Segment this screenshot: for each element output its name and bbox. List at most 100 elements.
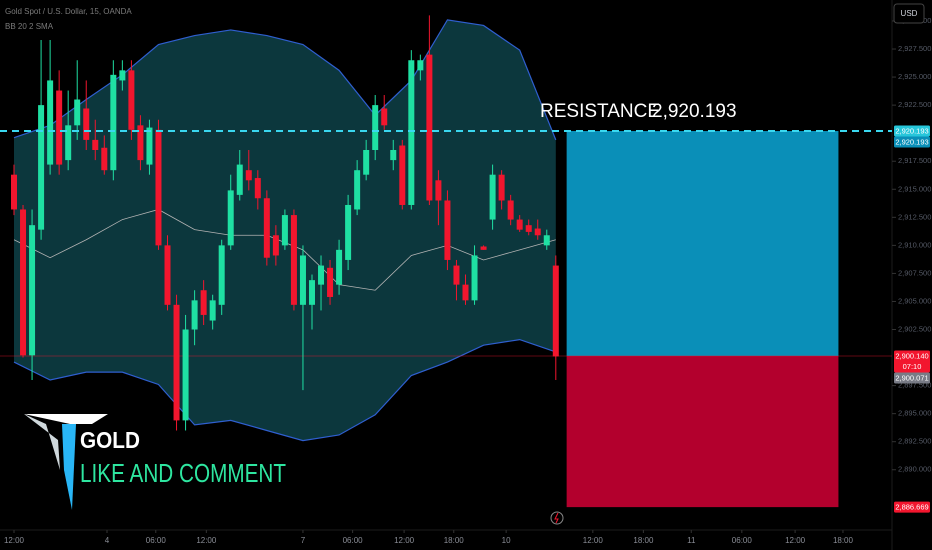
candle-body xyxy=(408,60,415,205)
candle-body xyxy=(399,145,406,205)
band-lower xyxy=(13,338,556,442)
y-tick-label: 2,925.000 xyxy=(898,72,931,81)
y-tick-label: 2,912.500 xyxy=(898,212,931,221)
candle-body xyxy=(281,215,288,246)
x-tick-label: 12:00 xyxy=(785,536,806,545)
candle-body xyxy=(363,150,370,175)
price-label: 2,886.669 xyxy=(895,502,928,511)
candle-body xyxy=(92,139,99,151)
candle-body xyxy=(507,200,514,220)
stop-zone xyxy=(566,355,839,508)
y-tick-label: 2,910.000 xyxy=(898,240,931,249)
x-tick-label: 18:00 xyxy=(444,536,465,545)
candle-body xyxy=(471,255,478,301)
candle-body xyxy=(327,267,334,297)
logo-bar xyxy=(24,414,108,424)
price-label: 2,900.071 xyxy=(895,373,928,382)
x-tick-label: 06:00 xyxy=(343,536,364,545)
candle-body xyxy=(534,228,541,236)
price-label-countdown: 07:10 xyxy=(903,362,922,371)
y-tick-label: 2,915.000 xyxy=(898,184,931,193)
candle-body xyxy=(480,246,487,250)
candle-body xyxy=(290,215,297,305)
candle-body xyxy=(218,245,225,305)
candle-body xyxy=(74,99,81,126)
candle-body xyxy=(444,200,451,260)
candle-body xyxy=(65,125,72,161)
candle-body xyxy=(128,70,135,130)
candle-body xyxy=(173,304,180,421)
price-label: 2,920.193 xyxy=(895,137,928,146)
band-upper xyxy=(13,19,557,141)
candle-body xyxy=(525,225,532,232)
x-tick-label: 4 xyxy=(105,536,110,545)
candle-body xyxy=(263,198,270,258)
y-tick-label: 2,895.000 xyxy=(898,409,931,418)
x-tick-label: 12:00 xyxy=(583,536,604,545)
icon-bolt[interactable] xyxy=(554,512,559,524)
candle-body xyxy=(498,174,505,201)
candle-body xyxy=(435,180,442,201)
plot: 2,930.0002,927.5002,925.0002,922.5002,91… xyxy=(0,15,931,545)
x-tick-label: 12:00 xyxy=(4,536,25,545)
candle-body xyxy=(236,164,243,195)
candle-body xyxy=(137,125,144,161)
candle-body xyxy=(38,105,45,230)
candle-body xyxy=(209,300,216,321)
y-tick-label: 2,897.500 xyxy=(898,381,931,390)
candle-body xyxy=(254,178,261,199)
price-label-box xyxy=(894,372,930,384)
price-label-box xyxy=(894,125,930,137)
candle-body xyxy=(101,147,108,171)
candle-body xyxy=(336,249,343,285)
replay-icon[interactable] xyxy=(550,511,564,525)
x-tick-label: 12:00 xyxy=(196,536,217,545)
candle-body xyxy=(182,329,189,421)
candle-body xyxy=(516,219,523,230)
icon-ring[interactable] xyxy=(550,511,564,525)
x-tick-label: 06:00 xyxy=(146,536,167,545)
candle-body xyxy=(426,54,433,201)
price-label-box xyxy=(894,501,930,513)
candle-body xyxy=(146,127,153,165)
y-tick-label: 2,892.500 xyxy=(898,437,931,446)
currency-box[interactable] xyxy=(893,3,925,24)
logo-call: LIKE AND COMMENT xyxy=(80,458,286,488)
logo-wing xyxy=(24,414,60,470)
candle-body xyxy=(552,265,559,357)
price-label-box xyxy=(894,350,930,373)
candle-body xyxy=(489,174,496,220)
candle-body xyxy=(318,265,325,285)
candle-body xyxy=(390,150,397,161)
candle-body xyxy=(462,284,469,301)
logo xyxy=(24,414,108,510)
indicator-legend: BB 20 2 SMA xyxy=(5,22,54,31)
candle-body xyxy=(372,105,379,151)
candle-body xyxy=(119,70,126,81)
candle-body xyxy=(299,255,306,305)
candle-body xyxy=(453,265,460,285)
candle-body xyxy=(164,245,171,305)
x-tick-label: 06:00 xyxy=(732,536,753,545)
candle-body xyxy=(20,209,27,356)
candle-body xyxy=(200,290,207,315)
resistance-label: RESISTANCE xyxy=(540,101,660,122)
price-label: 2,920.193 xyxy=(895,126,928,135)
candle-body xyxy=(272,235,279,256)
candle-body xyxy=(381,108,388,126)
x-tick-label: 18:00 xyxy=(833,536,854,545)
target-zone xyxy=(566,131,839,356)
y-tick-label: 2,922.500 xyxy=(898,100,931,109)
candle-body xyxy=(417,60,424,71)
price-label-box xyxy=(894,136,930,148)
currency[interactable]: USD xyxy=(901,9,918,18)
y-tick-label: 2,902.500 xyxy=(898,324,931,333)
candle-body xyxy=(29,225,36,356)
x-tick-label: 12:00 xyxy=(394,536,415,545)
y-tick-label: 2,917.500 xyxy=(898,156,931,165)
x-tick-label: 18:00 xyxy=(633,536,654,545)
candle-body xyxy=(354,170,361,210)
candle-body xyxy=(11,174,17,210)
resistance-value: 2,920.193 xyxy=(652,101,737,122)
